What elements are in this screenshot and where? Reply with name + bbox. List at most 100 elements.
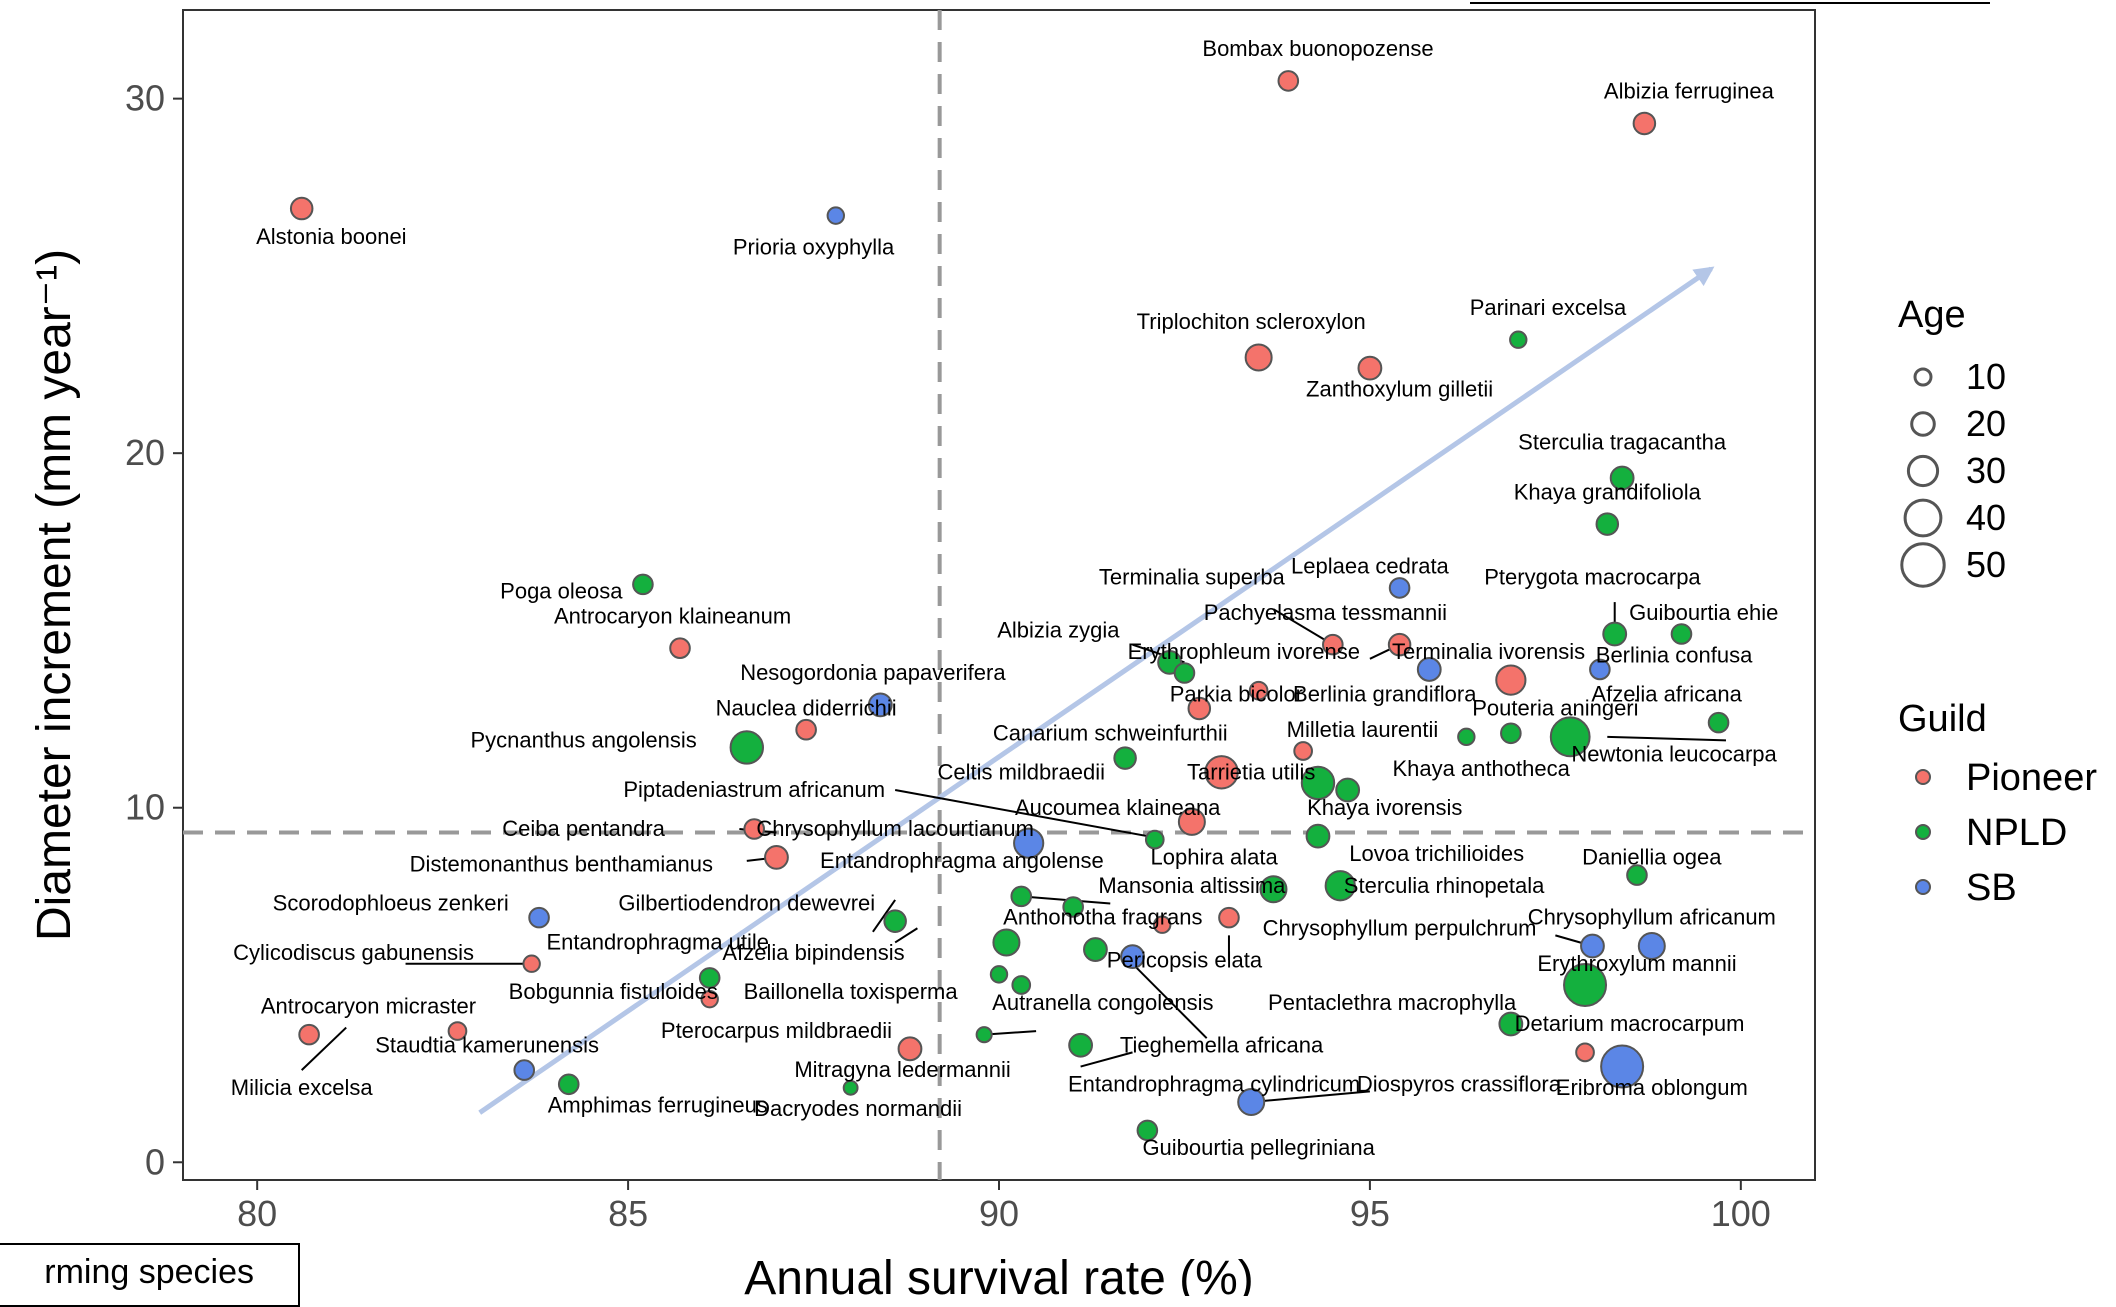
label-leader-line	[1080, 1051, 1133, 1068]
point-label: Amphimas ferrugineus	[548, 1093, 768, 1118]
data-point	[1589, 658, 1611, 681]
data-point	[1670, 623, 1693, 645]
data-point	[1011, 975, 1032, 995]
data-point	[1248, 680, 1269, 701]
y-axis-title: Diameter increment (mm year⁻¹)	[28, 249, 81, 941]
label-leader-line	[300, 1026, 347, 1071]
data-point	[1010, 885, 1033, 908]
point-label: Pterocarpus mildbraedii	[661, 1018, 892, 1043]
data-point	[1335, 777, 1361, 803]
point-label: Khaya anthotheca	[1392, 756, 1570, 781]
point-label: Afzelia africana	[1591, 681, 1742, 706]
data-point	[743, 818, 766, 840]
data-point	[826, 206, 845, 225]
data-point	[1387, 632, 1412, 657]
label-leader-line	[1131, 963, 1208, 1039]
data-point	[1626, 864, 1648, 886]
point-label: Ceiba pentandra	[502, 816, 665, 841]
point-label: Antrocaryon klaineanum	[554, 603, 791, 628]
point-label: Erythrophleum ivorense	[1128, 639, 1360, 664]
point-label: Afzelia bipindensis	[722, 940, 904, 965]
point-label: Detarium macrocarpum	[1515, 1011, 1745, 1036]
point-label: Bobgunnia fistuloides	[509, 979, 718, 1004]
label-leader-line	[984, 1030, 1037, 1036]
data-point	[1136, 1119, 1159, 1142]
point-label: Poga oleosa	[500, 579, 623, 604]
point-label: Guibourtia ehie	[1629, 600, 1778, 625]
point-label: Anthonotha fragrans	[1003, 905, 1202, 930]
data-point	[842, 1079, 859, 1096]
data-point	[883, 909, 907, 933]
top-caption-box-edge	[1470, 0, 1990, 4]
data-point	[1637, 932, 1666, 960]
data-point	[1416, 657, 1442, 682]
point-label: Chrysophyllum perpulchrum	[1263, 915, 1537, 940]
label-leader-line	[1251, 1090, 1370, 1103]
y-tick-label: 30	[125, 78, 165, 119]
data-point	[1500, 722, 1522, 745]
data-point	[289, 196, 314, 221]
guild-legend-marker	[1915, 769, 1931, 785]
guild-legend-label: SB	[1966, 867, 2017, 909]
trend-arrow	[478, 266, 1715, 1115]
point-label: Aucoumea klaineana	[1015, 795, 1221, 820]
data-point	[1300, 765, 1336, 801]
point-label: Staudtia kamerunensis	[375, 1032, 599, 1057]
data-point	[1388, 577, 1411, 599]
point-label: Cylicodiscus gabunensis	[233, 940, 474, 965]
point-label: Erythroxylum mannii	[1537, 951, 1736, 976]
age-legend-label: 30	[1966, 450, 2006, 491]
point-label: Pachyelasma tessmannii	[1204, 600, 1447, 625]
guild-legend-label: Pioneer	[1966, 757, 2097, 799]
point-label: Parinari excelsa	[1470, 295, 1627, 320]
data-point	[1062, 896, 1084, 918]
data-point	[528, 906, 550, 929]
y-tick-label: 20	[125, 432, 165, 473]
point-label: Albizia zygia	[997, 618, 1120, 643]
point-label: Milletia laurentii	[1287, 717, 1439, 742]
age-legend-circle	[1913, 367, 1933, 387]
point-label: Canarium schweinfurthii	[993, 720, 1228, 745]
data-point	[1144, 829, 1165, 850]
point-label: Guibourtia pellegriniana	[1142, 1135, 1375, 1160]
data-point	[522, 954, 541, 973]
point-label: Triplochiton scleroxylon	[1137, 309, 1366, 334]
point-label: Sterculia tragacantha	[1518, 430, 1727, 455]
point-label: Pycnanthus angolensis	[470, 727, 696, 752]
data-point	[1068, 1032, 1093, 1058]
point-label: Milicia excelsa	[231, 1075, 374, 1100]
label-leader-line	[1607, 735, 1727, 742]
data-point	[1549, 716, 1591, 758]
point-label: Tieghemella africana	[1120, 1032, 1324, 1057]
data-point	[1324, 870, 1356, 902]
point-label: Chrysophyllum lacourtianum	[756, 816, 1034, 841]
label-leader-line	[872, 899, 896, 933]
data-point	[729, 730, 764, 765]
point-label: Pouteria aningeri	[1472, 696, 1638, 721]
point-label: Piptadeniastrum africanum	[623, 777, 885, 802]
point-label: Berlinia confusa	[1596, 642, 1753, 667]
point-label: Lophira alata	[1151, 844, 1279, 869]
x-axis-title: Annual survival rate (%)	[744, 1252, 1254, 1296]
x-tick-label: 100	[1711, 1193, 1771, 1234]
data-point	[632, 573, 654, 596]
point-label: Mitragyna ledermannii	[794, 1057, 1010, 1082]
point-label: Terminalia ivorensis	[1392, 639, 1585, 664]
data-point	[1237, 1088, 1266, 1116]
plot-panel	[182, 9, 1816, 1181]
data-point	[1457, 727, 1476, 747]
point-label: Nauclea diderrichii	[716, 696, 897, 721]
data-point	[1153, 915, 1172, 934]
point-label: Sterculia rhinopetala	[1344, 873, 1545, 898]
point-label: Entandrophragma cylindricum	[1068, 1071, 1360, 1096]
data-point	[1575, 1042, 1595, 1063]
point-label: Baillonella toxisperma	[744, 979, 959, 1004]
data-point	[989, 965, 1009, 984]
data-point	[1187, 696, 1212, 721]
corner-caption-text: rming species	[44, 1253, 254, 1291]
data-point	[1204, 755, 1239, 790]
age-legend-label: 20	[1966, 403, 2006, 444]
point-label: Zanthoxylum gilletii	[1306, 376, 1493, 401]
data-point	[1322, 633, 1344, 656]
